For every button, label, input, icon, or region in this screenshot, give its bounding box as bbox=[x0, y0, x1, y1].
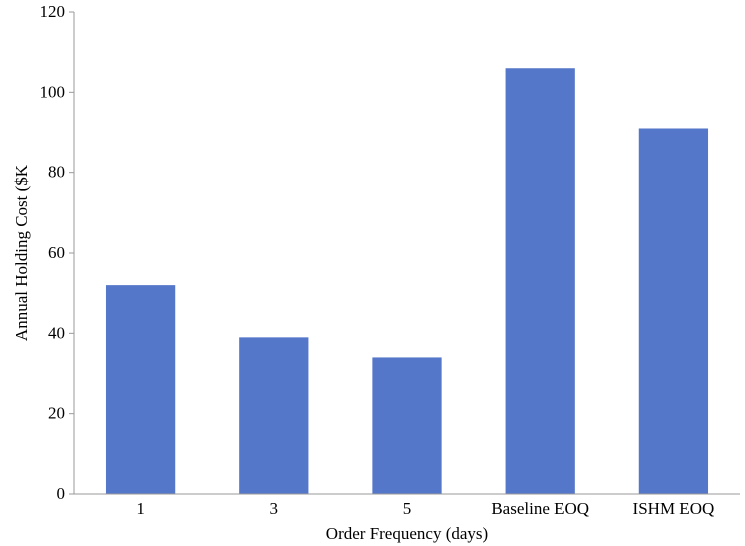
bar-ishm-eoq bbox=[638, 128, 709, 494]
x-tick-label: Baseline EOQ bbox=[491, 499, 589, 518]
bar-group bbox=[105, 68, 709, 494]
y-tick-label: 60 bbox=[48, 243, 65, 262]
bar-1 bbox=[105, 285, 176, 494]
y-tick-label: 0 bbox=[57, 484, 66, 503]
x-tick-label: 1 bbox=[136, 499, 145, 518]
y-tick-label: 20 bbox=[48, 404, 65, 423]
bar-baseline-eoq bbox=[505, 68, 575, 494]
x-axis-title: Order Frequency (days) bbox=[326, 524, 488, 543]
y-tick-label: 80 bbox=[48, 163, 65, 182]
x-tick-label: 5 bbox=[403, 499, 412, 518]
y-tick-label: 100 bbox=[40, 82, 66, 101]
bar-3 bbox=[239, 337, 309, 494]
y-tick-label: 120 bbox=[40, 2, 66, 21]
y-axis-title: Annual Holding Cost ($K bbox=[12, 164, 31, 341]
y-tick-label: 40 bbox=[48, 323, 65, 342]
bar-5 bbox=[372, 357, 442, 494]
y-axis-ticks: 0 20 40 60 80 100 120 bbox=[40, 2, 74, 503]
x-tick-label: ISHM EOQ bbox=[633, 499, 715, 518]
x-axis-ticks: 1 3 5 Baseline EOQ ISHM EOQ bbox=[136, 499, 714, 518]
x-tick-label: 3 bbox=[270, 499, 279, 518]
